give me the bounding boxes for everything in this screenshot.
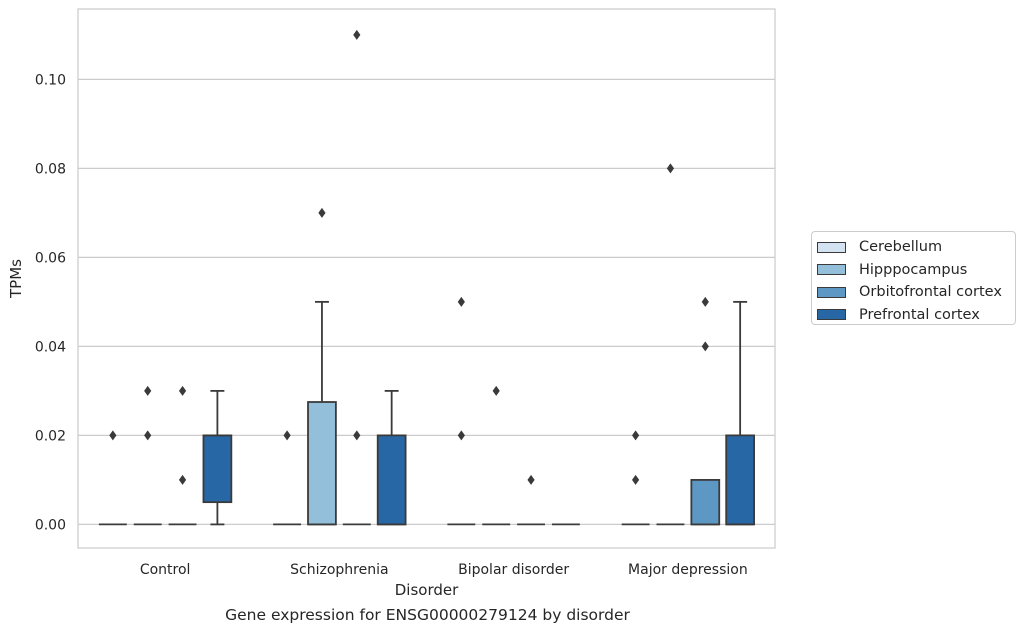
outlier-point [178,385,187,396]
box-group [98,430,127,526]
legend-label: Prefrontal cortex [859,306,980,323]
box-group [133,385,162,526]
legend-item: Cerebellum [817,236,1015,259]
box-group [307,207,337,526]
y-tick-label: 0.00 [35,517,66,533]
box-group [447,296,476,526]
legend-item: Orbitofrontal cortex [817,281,1015,304]
y-tick-label: 0.10 [35,72,66,88]
box-group [621,430,650,526]
outlier-point [457,296,465,307]
box-group [273,430,302,526]
outlier-point [632,430,640,441]
x-tick-label: Control [140,562,191,578]
box-group [376,389,407,526]
y-axis-label: TPMs [7,259,25,299]
box-group [342,29,371,526]
legend-swatch [817,264,846,276]
box-group [168,385,197,526]
y-tick-label: 0.06 [35,250,66,266]
outlier-point [318,207,326,218]
outlier-point [144,430,152,441]
y-tick-labels: 0.00 0.02 0.04 0.06 0.08 0.10 [35,72,66,533]
outlier-point [666,163,675,174]
x-tick-labels: Control Schizophrenia Bipolar disorder Majo… [140,562,748,578]
outlier-point [283,430,291,441]
outlier-point [109,430,117,441]
legend: Cerebellum Hipppocampus Orbitofrontal cort… [811,231,1016,325]
legend-item: Hipppocampus [817,259,1015,282]
box [725,434,755,526]
legend-item: Prefrontal cortex [817,304,1015,327]
legend-label: Orbitofrontal cortex [859,284,1002,301]
x-axis-label: Disorder [395,581,459,599]
plot-frame [77,8,776,549]
outlier-point [144,385,152,396]
outlier-point [527,474,535,485]
outlier-point [353,29,361,40]
box [202,434,233,504]
y-tick-label: 0.08 [35,161,66,177]
x-tick-label: Major depression [628,562,748,578]
outlier-point [353,430,361,441]
outlier-point [457,430,465,441]
plot-marks [98,29,755,526]
box [307,401,337,526]
x-tick-label: Bipolar disorder [458,562,569,578]
box-group [656,163,685,526]
legend-swatch [817,241,846,253]
outlier-point [701,341,709,352]
chart-caption: Gene expression for ENSG00000279124 by d… [225,606,630,624]
legend-label: Cerebellum [859,239,943,256]
outlier-point [632,474,640,485]
legend-swatch [817,309,846,321]
outlier-point [701,296,709,307]
legend-swatch [817,286,846,298]
box-group [725,300,755,526]
box [376,434,407,526]
box-group [482,385,511,526]
box-group [517,474,545,526]
y-tick-label: 0.02 [35,428,66,444]
box-group [690,296,721,526]
box-group [202,389,233,526]
outlier-point [178,474,187,485]
outlier-point [492,385,500,396]
grid-lines [78,78,775,526]
box [690,479,721,526]
x-tick-label: Schizophrenia [290,562,388,578]
y-tick-label: 0.04 [35,339,66,355]
legend-label: Hipppocampus [859,261,968,278]
